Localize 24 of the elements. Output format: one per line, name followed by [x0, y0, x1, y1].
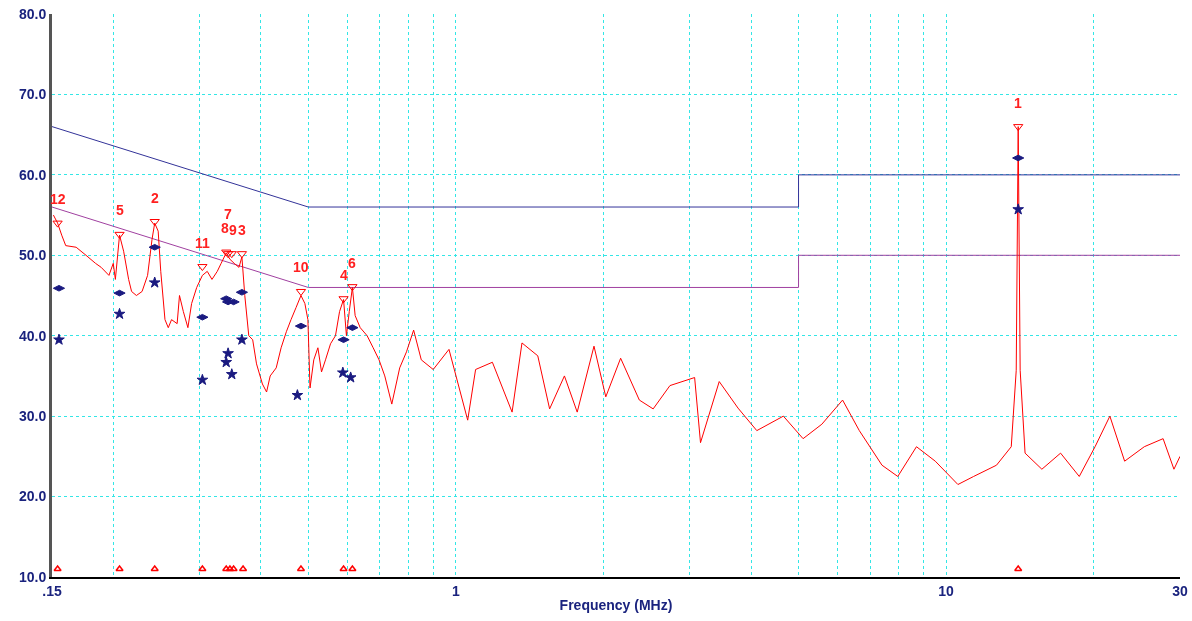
y-tick-label: 40.0	[18, 327, 47, 344]
annotation: 2	[151, 190, 159, 206]
annotation: 9	[229, 222, 237, 238]
y-tick-label: 30.0	[18, 408, 47, 425]
x-axis-title: Frequency (MHz)	[559, 596, 673, 613]
y-tick-label: 10.0	[18, 568, 47, 585]
annotation: 11	[195, 235, 211, 251]
x-tick-label: 30	[1172, 582, 1188, 599]
annotation: 4	[340, 267, 348, 283]
annotation: 8	[221, 220, 229, 236]
annotation: 3	[238, 222, 246, 238]
x-tick-label: 10	[938, 582, 955, 599]
annotation: 6	[348, 255, 356, 271]
y-tick-label: 20.0	[18, 488, 47, 505]
annotation: 5	[116, 202, 124, 218]
annotation: 7	[224, 206, 232, 222]
y-tick-label: 60.0	[18, 166, 47, 183]
x-tick-label: 1	[451, 582, 460, 599]
y-tick-label: 50.0	[18, 247, 47, 264]
annotation: 1	[1014, 95, 1022, 111]
y-tick-label: 70.0	[18, 86, 47, 103]
y-tick-label: 80.0	[18, 5, 47, 22]
x-tick-label: .15	[42, 582, 62, 599]
annotation: 10	[293, 259, 309, 275]
